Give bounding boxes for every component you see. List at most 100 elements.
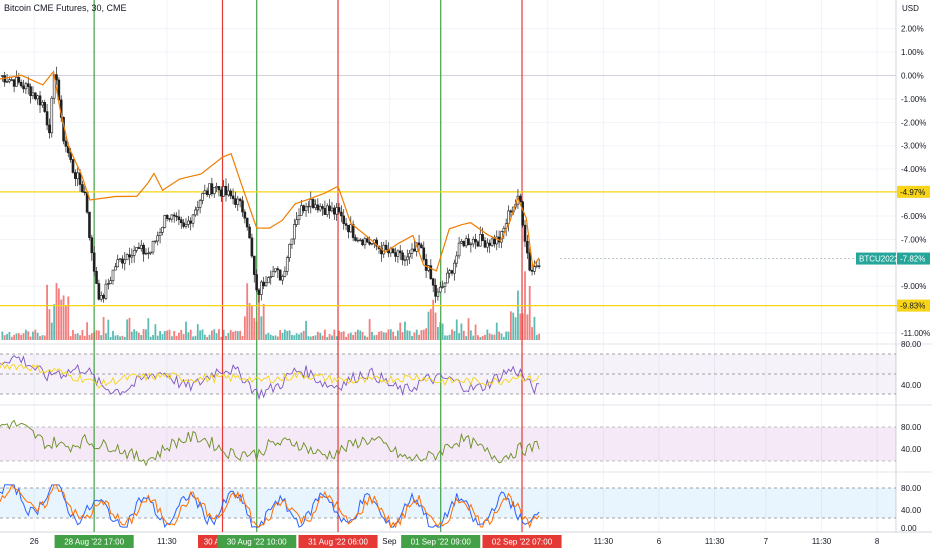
volume-bar [241,335,244,340]
price-axis-tick: -2.00% [901,118,926,127]
candle-body [323,208,327,215]
volume-bar [323,329,326,340]
candle-body [106,283,110,285]
candle-body [222,186,225,197]
candle-body [267,277,270,284]
price-axis-tick: 1.00% [901,48,924,57]
candle-body [229,190,233,197]
volume-bar [408,330,411,340]
volume-bar [356,329,359,340]
time-axis-tick: 26 [30,537,39,546]
candle-body [139,244,143,249]
candle-body [283,271,287,277]
candle-body [234,198,237,205]
volume-bar [163,331,166,340]
volume-bar [345,336,347,340]
volume-bar [147,318,150,340]
volume-bar [86,322,89,340]
volume-bar [246,283,249,340]
candle-body [391,248,395,253]
time-marker-badge [217,535,297,548]
volume-bar [495,322,498,340]
volume-bar [194,335,197,340]
volume-bar [491,334,493,340]
volume-bar [392,331,395,340]
candle-body [156,235,160,242]
volume-bar [498,331,501,340]
volume-bar [100,335,103,340]
chart-title: Bitcoin CME Futures, 30, CME [4,3,127,13]
candle-body [340,211,343,217]
candle-body [335,207,338,215]
volume-bar [20,334,23,340]
volume-bar [314,335,317,340]
volume-bar [326,336,329,340]
price-axis[interactable]: USD 2.00% 1.00% 0.00% -1.00% -2.00% -3.00% -4.0… [856,4,930,533]
candle-body [424,259,428,271]
candle-body [431,278,435,286]
volume-bar [333,329,336,340]
price-axis-tick: 2.00% [901,25,924,34]
volume-bar [116,335,119,340]
grid-layer [0,0,932,533]
volume-bar [493,334,496,340]
candle-body [12,79,16,87]
candle-body [290,238,294,245]
candle-body [405,256,409,261]
candle-body [302,205,306,211]
candle-body [471,239,475,245]
volume-bar [448,334,451,340]
candle-body [462,241,466,247]
time-axis-tick: 11:30 [812,537,832,546]
candle-body [135,247,138,251]
pane-axis-tick: 80.00 [901,423,922,432]
volume-bar [156,335,159,340]
candle-body [490,238,494,246]
candle-body [354,237,357,241]
volume-bar [192,336,194,340]
volume-bar [232,331,234,340]
price-axis-tick: 0.00% [901,72,924,81]
volume-bar [404,321,406,340]
price-axis-tick: -11.00% [901,329,930,338]
candle-body [172,214,176,217]
volume-bar [340,332,343,340]
candle-body [344,223,348,226]
time-axis-tick: Sep [382,537,397,546]
volume-bar [53,304,56,340]
time-axis-tick: 6 [657,537,662,546]
volume-bar [170,336,173,340]
candle-body [64,140,68,147]
candle-body [227,190,230,196]
candle-body [48,124,51,134]
volume-bar [453,331,456,340]
volume-bar [349,332,352,340]
candle-body [448,270,451,274]
candle-body [74,172,77,179]
volume-bar [161,334,164,340]
candle-body [201,193,204,201]
candle-body [436,291,440,297]
volume-bar [220,336,223,340]
volume-bar [225,335,227,340]
candle-body [196,207,200,211]
candle-body [384,244,388,250]
volume-bar [208,334,211,340]
volume-bar [119,336,121,340]
candle-body [163,215,167,228]
volume-bar [458,333,460,340]
candle-body [363,238,367,246]
candle-body [438,286,442,293]
price-axis-tick: -4.00% [901,165,926,174]
volume-bar [444,335,446,340]
volume-bar [321,335,324,340]
volume-bar [342,331,345,340]
volume-bar [338,330,340,340]
candle-body [55,74,58,81]
volume-bar [328,334,331,340]
candle-body [179,219,183,224]
time-marker-label: 28 Aug '22 17:00 [64,538,124,547]
